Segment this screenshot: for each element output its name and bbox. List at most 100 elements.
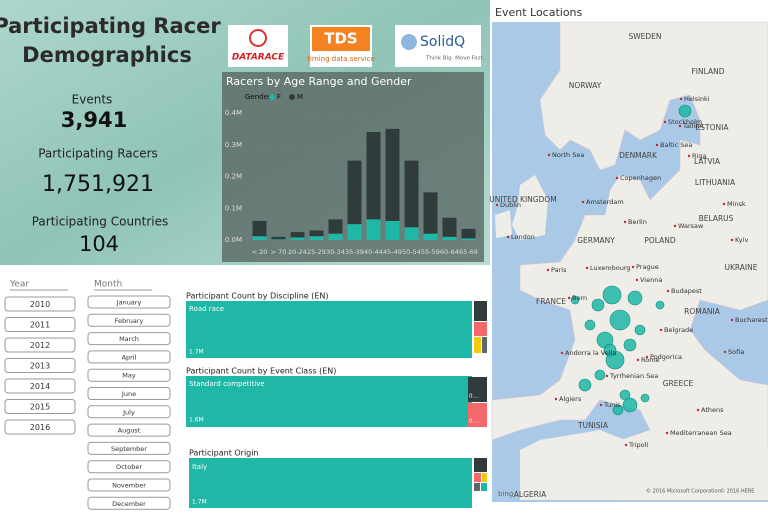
bar[interactable]	[385, 220, 400, 240]
month-label[interactable]: August	[118, 427, 141, 435]
bar[interactable]	[461, 228, 476, 239]
event-marker[interactable]	[609, 309, 631, 331]
bar[interactable]	[347, 224, 362, 240]
month-button[interactable]	[87, 350, 171, 364]
legend-label[interactable]: M	[297, 93, 303, 101]
year-button[interactable]	[4, 337, 76, 353]
event-marker[interactable]	[622, 397, 638, 413]
bar[interactable]	[461, 238, 476, 240]
month-button[interactable]	[87, 405, 171, 419]
year-button[interactable]	[4, 317, 76, 332]
month-label[interactable]: November	[112, 482, 146, 490]
treemap-tile[interactable]	[474, 337, 481, 353]
event-marker[interactable]	[594, 369, 606, 381]
bar[interactable]	[366, 132, 381, 220]
event-marker[interactable]	[603, 343, 617, 357]
year-button[interactable]	[4, 296, 76, 312]
bar[interactable]	[442, 236, 457, 240]
bar[interactable]	[252, 236, 267, 240]
month-label[interactable]: September	[111, 445, 147, 453]
bar[interactable]	[423, 192, 438, 234]
treemap-tile[interactable]	[474, 483, 480, 491]
month-label[interactable]: October	[116, 463, 142, 471]
map-title: Event Locations	[495, 6, 583, 19]
month-label[interactable]: January	[116, 299, 142, 307]
month-button[interactable]	[87, 460, 171, 474]
bar[interactable]	[385, 128, 400, 221]
city-dot	[659, 328, 663, 332]
event-marker[interactable]	[584, 319, 596, 331]
event-marker[interactable]	[578, 378, 592, 392]
month-button[interactable]	[87, 313, 171, 327]
bar[interactable]	[328, 219, 343, 234]
bar[interactable]	[271, 239, 286, 240]
bar[interactable]	[404, 227, 419, 240]
month-button[interactable]	[87, 478, 171, 492]
legend-label[interactable]: F	[277, 93, 281, 101]
bar[interactable]	[328, 233, 343, 240]
bar[interactable]	[309, 236, 324, 240]
month-button[interactable]	[87, 368, 171, 382]
event-marker[interactable]	[602, 285, 622, 305]
month-button[interactable]	[87, 295, 171, 309]
month-button[interactable]	[87, 496, 171, 510]
treemap-tile[interactable]	[482, 473, 487, 482]
treemap-label: Standard competitive	[189, 380, 265, 388]
event-marker[interactable]	[623, 338, 637, 352]
treemap-tile[interactable]	[474, 473, 481, 482]
year-label[interactable]: 2010	[30, 300, 50, 309]
legend-swatch[interactable]	[269, 94, 275, 100]
bar[interactable]	[252, 220, 267, 237]
year-button[interactable]	[4, 358, 76, 373]
treemap-tile[interactable]	[186, 376, 472, 427]
month-label[interactable]: July	[122, 408, 135, 416]
event-marker[interactable]	[627, 290, 643, 306]
x-tick-label: 65-69	[459, 248, 478, 256]
event-marker[interactable]	[634, 324, 646, 336]
month-label[interactable]: March	[119, 335, 139, 343]
month-button[interactable]	[87, 441, 171, 455]
treemap-tile[interactable]	[481, 483, 487, 491]
event-marker[interactable]	[655, 300, 665, 310]
treemap-tile[interactable]	[474, 301, 487, 321]
bar[interactable]	[271, 236, 286, 240]
month-button[interactable]	[87, 332, 171, 346]
month-label[interactable]: June	[121, 390, 136, 398]
treemap-tile[interactable]	[468, 403, 487, 427]
year-label[interactable]: 2013	[30, 362, 50, 371]
event-marker[interactable]	[591, 298, 605, 312]
month-label[interactable]: February	[115, 317, 144, 325]
legend-swatch[interactable]	[289, 94, 295, 100]
bar[interactable]	[366, 219, 381, 240]
treemap-tile[interactable]	[474, 322, 487, 336]
bar[interactable]	[347, 160, 362, 225]
year-label[interactable]: 2012	[30, 341, 50, 350]
month-button[interactable]	[87, 387, 171, 400]
bar[interactable]	[290, 232, 305, 238]
treemap-tile[interactable]	[468, 377, 487, 402]
treemap-tile[interactable]	[189, 458, 472, 508]
month-label[interactable]: April	[122, 353, 137, 361]
bar[interactable]	[404, 160, 419, 228]
treemap-tile[interactable]	[482, 337, 487, 353]
treemap-tile[interactable]	[474, 458, 487, 472]
year-label[interactable]: 2016	[30, 423, 50, 432]
year-label[interactable]: 2011	[30, 321, 50, 330]
month-button[interactable]	[87, 423, 171, 437]
bar[interactable]	[442, 217, 457, 237]
month-label[interactable]: December	[112, 500, 146, 508]
year-label[interactable]: 2014	[30, 382, 50, 391]
event-marker[interactable]	[640, 393, 650, 403]
month-label[interactable]: May	[122, 372, 136, 380]
treemap-tile[interactable]	[186, 301, 472, 358]
year-button[interactable]	[4, 378, 76, 394]
event-marker[interactable]	[612, 404, 624, 416]
bar[interactable]	[309, 230, 324, 237]
event-marker[interactable]	[678, 104, 692, 118]
event-marker[interactable]	[570, 295, 580, 305]
year-button[interactable]	[4, 399, 76, 414]
year-button[interactable]	[4, 419, 76, 435]
bar[interactable]	[290, 237, 305, 240]
year-label[interactable]: 2015	[30, 403, 50, 412]
bar[interactable]	[423, 233, 438, 240]
